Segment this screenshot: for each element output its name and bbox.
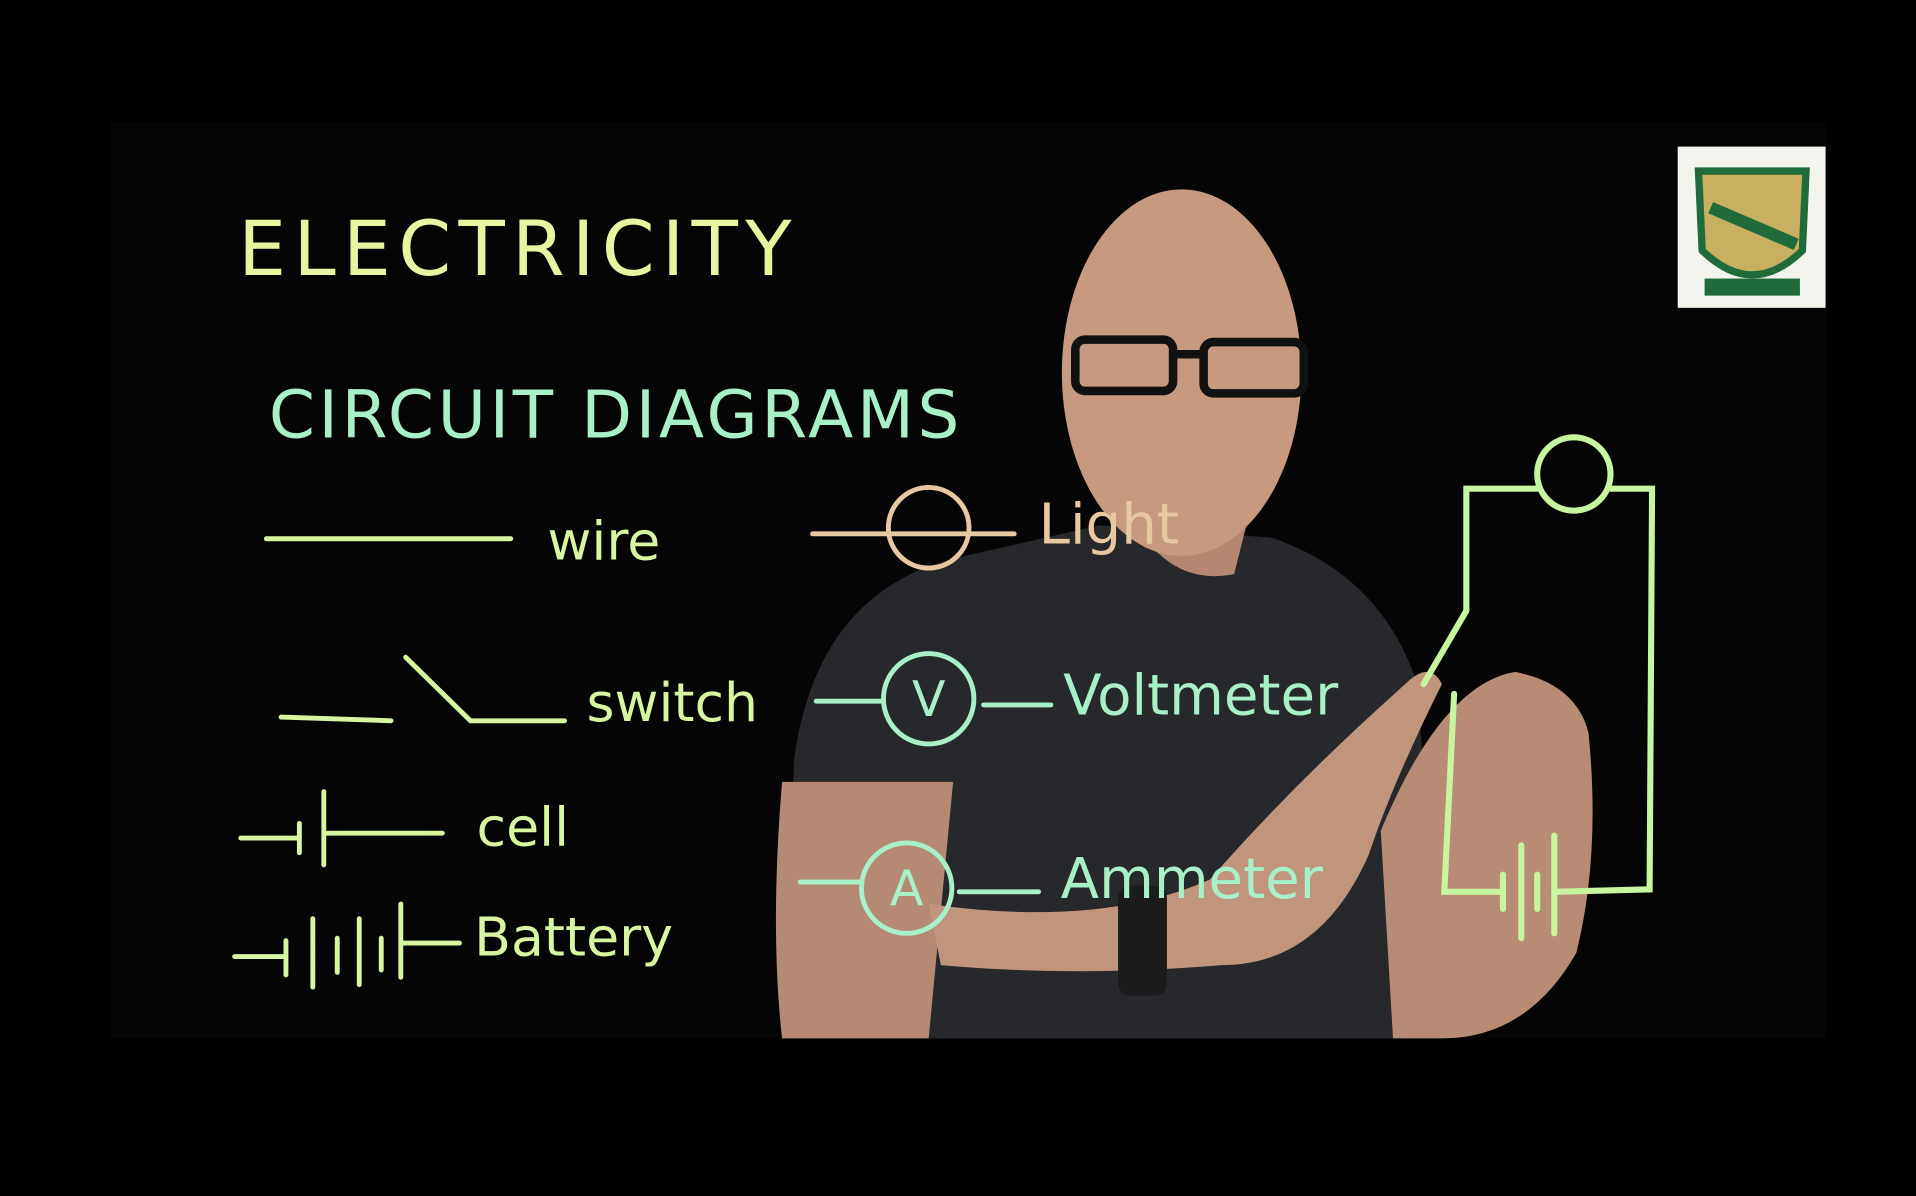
meter-symbol: V (912, 671, 946, 728)
title: ELECTRICITY (238, 205, 799, 293)
meter-label: Light (1039, 493, 1179, 558)
subtitle: CIRCUIT DIAGRAMS (269, 376, 963, 453)
meter-label: Voltmeter (1063, 664, 1339, 729)
symbol-label: Battery (474, 905, 673, 968)
symbol-label: switch (587, 671, 759, 734)
symbol-label: cell (477, 795, 570, 858)
logo-ribbon (1705, 279, 1800, 296)
page: {"board": {"title": "ELECTRICITY", "subt… (0, 0, 1916, 1196)
video-frame: ELECTRICITY CIRCUIT DIAGRAMS wire switch… (0, 0, 1916, 1196)
meter-symbol: A (890, 860, 924, 917)
meter-label: Ammeter (1061, 847, 1324, 912)
symbol-label: wire (547, 510, 660, 573)
school-logo (1678, 147, 1826, 308)
